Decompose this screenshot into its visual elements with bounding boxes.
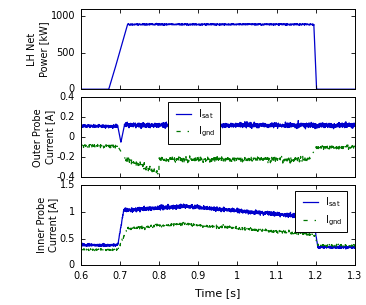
I$_\mathregular{gnd}$ bbox=[345, 243, 350, 247]
Legend: I$_\mathregular{sat}$, I$_\mathregular{gnd}$: I$_\mathregular{sat}$, I$_\mathregular{g… bbox=[295, 191, 347, 232]
I$_\mathregular{sat}$ bbox=[345, 246, 350, 249]
Line: I$_\mathregular{sat}$: I$_\mathregular{sat}$ bbox=[81, 120, 355, 142]
Line: I$_\mathregular{gnd}$: I$_\mathregular{gnd}$ bbox=[81, 222, 355, 251]
I$_\mathregular{gnd}$ bbox=[345, 243, 350, 247]
I$_\mathregular{sat}$ bbox=[295, 213, 299, 217]
I$_\mathregular{sat}$ bbox=[343, 247, 348, 251]
I$_\mathregular{gnd}$ bbox=[205, 158, 209, 162]
I$_\mathregular{gnd}$ bbox=[345, 145, 350, 149]
I$_\mathregular{sat}$ bbox=[212, 122, 216, 126]
I$_\mathregular{gnd}$ bbox=[324, 142, 328, 146]
I$_\mathregular{sat}$ bbox=[78, 124, 83, 128]
Line: I$_\mathregular{sat}$: I$_\mathregular{sat}$ bbox=[81, 204, 355, 249]
I$_\mathregular{sat}$ bbox=[353, 121, 357, 125]
I$_\mathregular{sat}$ bbox=[295, 127, 299, 130]
I$_\mathregular{sat}$ bbox=[92, 242, 97, 246]
X-axis label: Time [s]: Time [s] bbox=[195, 288, 240, 298]
I$_\mathregular{sat}$ bbox=[345, 123, 350, 126]
I$_\mathregular{gnd}$ bbox=[93, 248, 97, 251]
I$_\mathregular{sat}$ bbox=[205, 208, 209, 211]
Y-axis label: LH Net
Power [kW]: LH Net Power [kW] bbox=[27, 21, 49, 77]
I$_\mathregular{gnd}$ bbox=[78, 145, 83, 148]
I$_\mathregular{gnd}$ bbox=[345, 146, 350, 150]
Y-axis label: Inner Probe
Current [A]: Inner Probe Current [A] bbox=[37, 197, 58, 253]
I$_\mathregular{gnd}$ bbox=[92, 249, 96, 253]
I$_\mathregular{gnd}$ bbox=[78, 247, 83, 251]
I$_\mathregular{gnd}$ bbox=[353, 146, 357, 150]
I$_\mathregular{sat}$ bbox=[345, 245, 350, 249]
I$_\mathregular{sat}$ bbox=[296, 119, 300, 122]
I$_\mathregular{sat}$ bbox=[345, 123, 350, 127]
Legend: I$_\mathregular{sat}$, I$_\mathregular{gnd}$: I$_\mathregular{sat}$, I$_\mathregular{g… bbox=[168, 102, 220, 144]
I$_\mathregular{sat}$ bbox=[78, 243, 83, 247]
I$_\mathregular{sat}$ bbox=[119, 140, 123, 144]
I$_\mathregular{gnd}$ bbox=[178, 221, 183, 224]
I$_\mathregular{sat}$ bbox=[353, 246, 357, 250]
Line: I$_\mathregular{gnd}$: I$_\mathregular{gnd}$ bbox=[81, 144, 355, 174]
I$_\mathregular{gnd}$ bbox=[92, 145, 97, 149]
I$_\mathregular{gnd}$ bbox=[295, 156, 299, 160]
I$_\mathregular{gnd}$ bbox=[212, 224, 216, 228]
I$_\mathregular{sat}$ bbox=[205, 122, 209, 126]
I$_\mathregular{gnd}$ bbox=[212, 157, 216, 160]
Y-axis label: Outer Probe
Current [A]: Outer Probe Current [A] bbox=[33, 108, 55, 167]
I$_\mathregular{gnd}$ bbox=[353, 243, 357, 247]
I$_\mathregular{gnd}$ bbox=[156, 172, 160, 176]
I$_\mathregular{gnd}$ bbox=[205, 224, 209, 228]
I$_\mathregular{sat}$ bbox=[179, 202, 183, 206]
I$_\mathregular{sat}$ bbox=[212, 209, 216, 212]
I$_\mathregular{gnd}$ bbox=[295, 231, 299, 235]
I$_\mathregular{sat}$ bbox=[92, 124, 97, 127]
